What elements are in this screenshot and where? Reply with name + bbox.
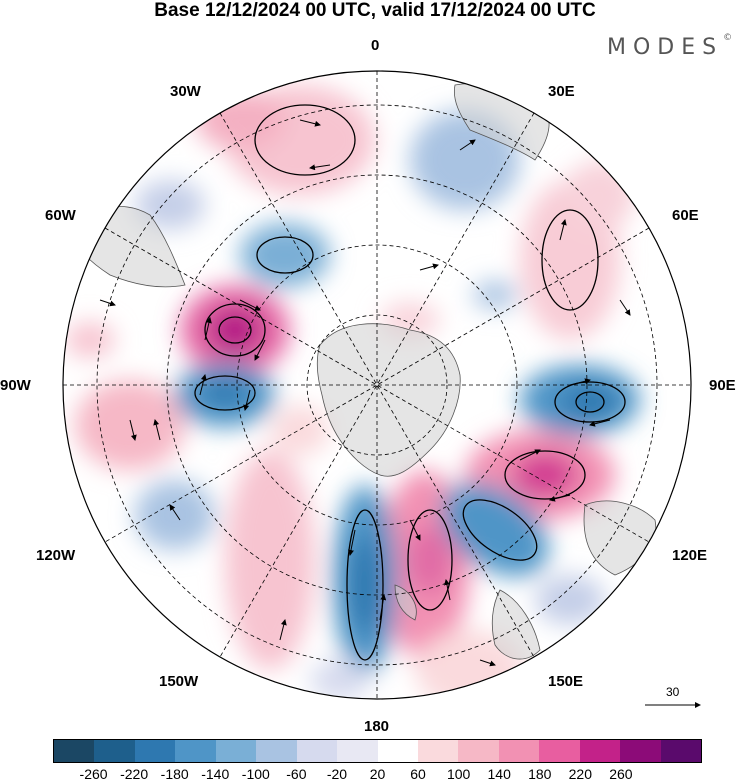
colorbar-swatch bbox=[256, 740, 297, 762]
lon-label-150e: 150E bbox=[548, 673, 584, 690]
lon-label-0: 0 bbox=[371, 37, 380, 54]
colorbar-swatch bbox=[539, 740, 580, 762]
colorbar-swatch bbox=[337, 740, 378, 762]
colorbar-tick-label: 140 bbox=[487, 766, 511, 782]
colorbar-tick-label: -220 bbox=[120, 766, 149, 782]
graticule bbox=[63, 71, 691, 699]
colorbar-swatch bbox=[134, 740, 176, 762]
colorbar-tick-label: 60 bbox=[410, 766, 426, 782]
colorbar-swatch bbox=[215, 740, 257, 762]
lon-label-90e: 90E bbox=[709, 377, 736, 394]
colorbar-swatch bbox=[458, 740, 499, 762]
colorbar bbox=[53, 739, 702, 763]
colorbar-tick-label: 180 bbox=[528, 766, 552, 782]
colorbar-tick-label: 100 bbox=[446, 766, 471, 782]
reference-vector-value: 30 bbox=[666, 685, 680, 699]
lon-label-150w: 150W bbox=[159, 673, 199, 690]
lon-label-30e: 30E bbox=[548, 83, 575, 100]
anomaly-field bbox=[63, 71, 691, 699]
colorbar-swatch bbox=[620, 740, 661, 762]
colorbar-swatch bbox=[498, 740, 540, 762]
colorbar-tick-label: 260 bbox=[609, 766, 633, 782]
colorbar-swatch bbox=[296, 740, 338, 762]
lon-label-180: 180 bbox=[364, 718, 390, 735]
modes-logo: MODES© bbox=[607, 33, 733, 60]
map-title: Base 12/12/2024 00 UTC, valid 17/12/2024… bbox=[154, 0, 596, 21]
wind-vectors bbox=[99, 119, 631, 667]
colorbar-tick-label: 220 bbox=[568, 766, 592, 782]
colorbar-tick-label: -20 bbox=[326, 766, 348, 782]
lon-label-60e: 60E bbox=[672, 207, 699, 224]
colorbar-swatch bbox=[579, 740, 621, 762]
colorbar-tick-label: -180 bbox=[160, 766, 189, 782]
lon-label-120w: 120W bbox=[36, 547, 76, 564]
colorbar-tick-label: -60 bbox=[286, 766, 307, 782]
colorbar-swatch bbox=[54, 740, 95, 762]
colorbar-tick-label: -140 bbox=[201, 766, 230, 782]
colorbar-swatch bbox=[660, 740, 701, 762]
colorbar-swatch bbox=[377, 740, 418, 762]
colorbar-tick-label: 20 bbox=[369, 766, 386, 782]
colorbar-swatch bbox=[94, 740, 135, 762]
lon-label-60w: 60W bbox=[45, 207, 76, 224]
colorbar-tick-label: -260 bbox=[79, 766, 108, 782]
lon-label-120e: 120E bbox=[672, 547, 708, 564]
map-boundary bbox=[62, 70, 692, 700]
colorbar-tick-label: -100 bbox=[241, 766, 270, 782]
lon-label-30w: 30W bbox=[170, 83, 201, 100]
lon-label-90w: 90W bbox=[0, 377, 31, 394]
colorbar-swatch bbox=[417, 740, 459, 762]
colorbar-swatch bbox=[175, 740, 216, 762]
